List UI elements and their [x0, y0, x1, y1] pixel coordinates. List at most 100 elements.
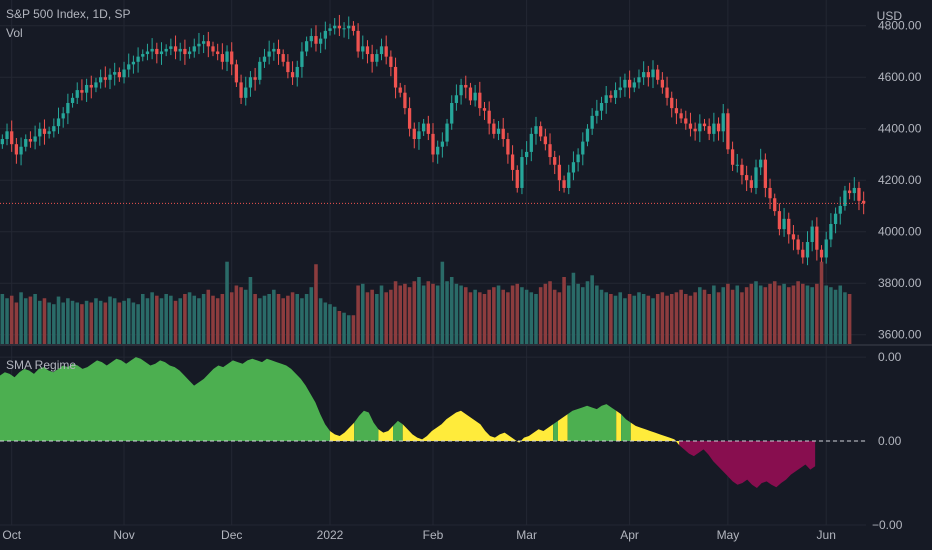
volume-bar [571, 272, 576, 345]
volume-bar [496, 285, 501, 345]
volume-bar [758, 285, 763, 345]
volume-bar [552, 289, 557, 345]
volume-bar [337, 311, 342, 345]
volume-bar [459, 285, 463, 345]
candle-body [272, 48, 276, 52]
candle-body [721, 113, 725, 132]
volume-bar [304, 294, 309, 345]
candle-body [791, 234, 796, 240]
volume-bar [576, 283, 580, 345]
candle-body [824, 239, 828, 258]
candle-body [94, 82, 98, 88]
candle-body [698, 123, 702, 132]
symbol-title[interactable]: S&P 500 Index, 1D, SP [6, 7, 131, 21]
candle-body [56, 118, 61, 127]
volume-bar [342, 312, 346, 345]
volume-bar [735, 285, 740, 345]
candle-body [393, 66, 398, 88]
volume-bar [478, 292, 482, 345]
indicator-tick-label: 0.00 [878, 434, 902, 448]
volume-bar [225, 261, 229, 345]
volume-bar [187, 292, 192, 345]
volume-bar [796, 281, 800, 345]
candle-body [347, 25, 351, 29]
candle-body [613, 90, 618, 98]
price-tick-label: 3800.00 [878, 276, 922, 290]
volume-bar [243, 289, 248, 345]
regime-segment [616, 410, 622, 442]
volume-bar [9, 295, 14, 345]
candle-body [548, 144, 552, 158]
candle-body [286, 61, 290, 73]
volume-bar [609, 294, 613, 345]
indicator-title[interactable]: SMA Regime [6, 358, 77, 372]
volume-bar [253, 294, 257, 345]
volume-bar [730, 289, 735, 345]
volume-bar [248, 277, 253, 345]
candle-body [688, 123, 693, 129]
volume-bar [707, 294, 711, 345]
volume-bar [300, 298, 304, 345]
volume-bar [515, 283, 520, 345]
volume-bar [506, 292, 510, 345]
candle-body [52, 126, 56, 132]
candle-body [651, 69, 655, 78]
regime-segment [630, 422, 680, 446]
volume-bar [155, 295, 159, 345]
volume-bar [772, 281, 777, 345]
candle-body [47, 131, 51, 134]
candle-body [300, 51, 304, 67]
candle-body [740, 164, 744, 176]
volume-bars [0, 261, 852, 345]
candle-body [515, 169, 519, 188]
indicator-axis[interactable]: 0.00 0.00 −0.00 [872, 350, 903, 532]
volume-bar [47, 302, 51, 345]
volume-bar [318, 298, 323, 345]
candle-body [417, 131, 421, 140]
candle-body [173, 46, 178, 52]
volume-bar [126, 298, 131, 345]
candle-body [506, 139, 510, 155]
volume-bar [833, 289, 838, 345]
volume-bar [702, 289, 707, 345]
indicator-tick-label: 0.00 [878, 350, 902, 364]
candle-body [510, 154, 515, 170]
price-tick-label: 3600.00 [878, 328, 922, 342]
candle-body [197, 43, 201, 47]
candle-body [421, 123, 426, 132]
candle-body [562, 180, 566, 188]
volume-bar [375, 294, 379, 345]
candle-body [84, 84, 89, 93]
volume-bar [19, 292, 23, 345]
volume-bar [220, 294, 225, 345]
volume-bar [14, 302, 19, 345]
volume-bar [56, 296, 61, 345]
candle-body [267, 51, 271, 57]
candle-body [759, 159, 763, 168]
candle-body [431, 133, 435, 155]
volume-bar [641, 294, 646, 345]
price-axis[interactable]: 3600.00 3800.00 4000.00 4200.00 4400.00 4600.… [878, 19, 922, 342]
candle-body [108, 74, 112, 80]
candle-body [103, 77, 107, 80]
volume-bar [384, 292, 388, 345]
volume-bar [84, 300, 89, 345]
candle-body [576, 154, 580, 163]
volume-bar [683, 294, 688, 345]
candle-body [716, 123, 721, 132]
candle-body [623, 79, 627, 88]
volume-bar [192, 295, 197, 345]
volume-legend[interactable]: Vol [6, 26, 23, 40]
candle-body [609, 95, 613, 98]
volume-bar [239, 287, 243, 345]
time-axis[interactable]: Oct Nov Dec 2022 Feb Mar Apr May Jun [2, 528, 836, 542]
candle-body [436, 146, 440, 155]
candle-body [627, 79, 632, 88]
volume-bar [768, 283, 772, 345]
candle-body [492, 123, 496, 134]
candle-body [295, 66, 299, 78]
candle-body [80, 90, 84, 93]
volume-bar [665, 295, 669, 345]
volume-bar [473, 289, 477, 345]
